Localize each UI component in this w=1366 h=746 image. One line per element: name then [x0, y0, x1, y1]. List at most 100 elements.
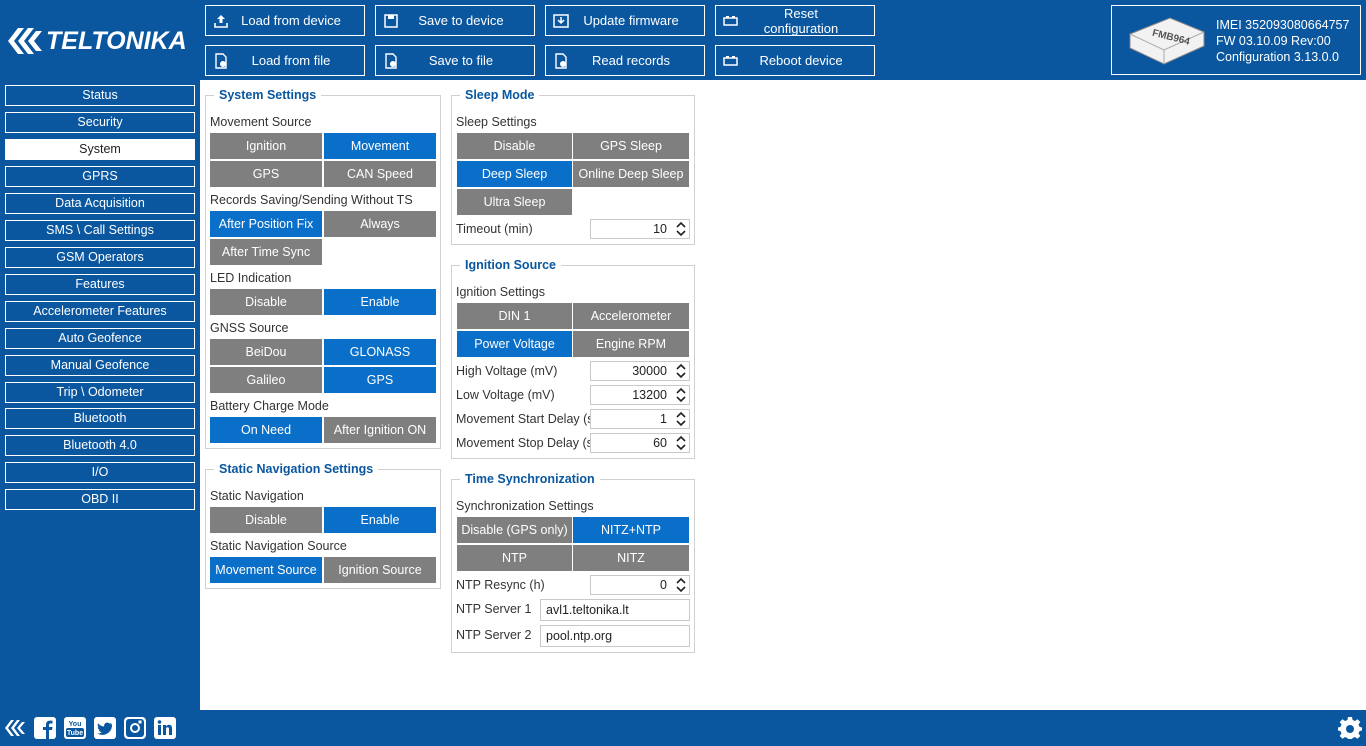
twitter-icon[interactable] [93, 716, 117, 740]
spinner-arrows-icon[interactable] [676, 221, 686, 237]
save-to-device-button[interactable]: Save to device [375, 5, 535, 36]
sidebar-item-manual-geofence[interactable]: Manual Geofence [5, 355, 195, 376]
static-nav-ignition-source[interactable]: Ignition Source [324, 557, 436, 583]
ignition-power-voltage[interactable]: Power Voltage [457, 331, 572, 357]
reset-configuration-button[interactable]: Reset configuration [715, 5, 875, 36]
spinner-arrows-icon[interactable] [676, 411, 686, 427]
save-to-file-button[interactable]: Save to file [375, 45, 535, 76]
high-voltage-spinbox[interactable]: 30000 [590, 361, 690, 381]
spinner-arrows-icon[interactable] [676, 577, 686, 593]
movement-start-delay-spinbox[interactable]: 1 [590, 409, 690, 429]
device-info-panel: FMB964 IMEI 352093080664757 FW 03.10.09 … [1111, 5, 1361, 75]
sidebar-item-auto-geofence[interactable]: Auto Geofence [5, 328, 195, 349]
reboot-device-button[interactable]: Reboot device [715, 45, 875, 76]
update-firmware-button[interactable]: Update firmware [545, 5, 705, 36]
gnss-galileo[interactable]: Galileo [210, 367, 322, 393]
movement-source-movement[interactable]: Movement [324, 133, 436, 159]
sidebar-item-system[interactable]: System [5, 139, 195, 160]
sidebar-item-obd-ii[interactable]: OBD II [5, 489, 195, 510]
ntp-resync-value: 0 [660, 578, 667, 592]
gnss-gps[interactable]: GPS [324, 367, 436, 393]
battery-icon [716, 15, 746, 27]
low-voltage-spinbox[interactable]: 13200 [590, 385, 690, 405]
settings-gear-icon[interactable] [1338, 716, 1362, 740]
system-settings-title: System Settings [214, 88, 322, 102]
sidebar-item-sms-call-settings[interactable]: SMS \ Call Settings [5, 220, 195, 241]
spinner-arrows-icon[interactable] [676, 435, 686, 451]
load-from-device-button[interactable]: Load from device [205, 5, 365, 36]
sleep-gps-sleep[interactable]: GPS Sleep [573, 133, 689, 159]
movement-source-can-speed[interactable]: CAN Speed [324, 161, 436, 187]
led-enable[interactable]: Enable [324, 289, 436, 315]
sync-nitz[interactable]: NITZ [573, 545, 689, 571]
static-navigation-title: Static Navigation Settings [214, 462, 379, 476]
movement-source-ignition[interactable]: Ignition [210, 133, 322, 159]
ignition-din1[interactable]: DIN 1 [457, 303, 572, 329]
ntp-resync-spinbox[interactable]: 0 [590, 575, 690, 595]
records-after-position-fix[interactable]: After Position Fix [210, 211, 322, 237]
load-from-file-button[interactable]: Load from file [205, 45, 365, 76]
sidebar-item-gsm-operators[interactable]: GSM Operators [5, 247, 195, 268]
sleep-settings-label: Sleep Settings [456, 115, 537, 129]
battery-icon [716, 55, 746, 67]
sidebar-item-io[interactable]: I/O [5, 462, 195, 483]
ignition-accelerometer[interactable]: Accelerometer [573, 303, 689, 329]
ignition-source-group: Ignition Source Ignition Settings DIN 1 … [451, 258, 695, 459]
ignition-settings-label: Ignition Settings [456, 285, 545, 299]
read-records-button[interactable]: Read records [545, 45, 705, 76]
spinner-arrows-icon[interactable] [676, 387, 686, 403]
records-after-time-sync[interactable]: After Time Sync [210, 239, 322, 265]
sleep-deep-sleep[interactable]: Deep Sleep [457, 161, 572, 187]
synchronization-settings-label: Synchronization Settings [456, 499, 594, 513]
sidebar-item-accelerometer-features[interactable]: Accelerometer Features [5, 301, 195, 322]
sync-ntp[interactable]: NTP [457, 545, 572, 571]
sidebar-item-trip-odometer[interactable]: Trip \ Odometer [5, 382, 195, 403]
led-disable[interactable]: Disable [210, 289, 322, 315]
facebook-icon[interactable] [33, 716, 57, 740]
sidebar-item-security[interactable]: Security [5, 112, 195, 133]
sync-disable-gps-only[interactable]: Disable (GPS only) [457, 517, 572, 543]
device-image: FMB964 [1129, 17, 1205, 65]
sidebar-item-bluetooth[interactable]: Bluetooth [5, 408, 195, 429]
high-voltage-value: 30000 [632, 364, 667, 378]
teltonika-logo-icon [8, 28, 42, 54]
spinner-arrows-icon[interactable] [676, 363, 686, 379]
sleep-disable[interactable]: Disable [457, 133, 572, 159]
high-voltage-label: High Voltage (mV) [456, 364, 558, 378]
gnss-glonass[interactable]: GLONASS [324, 339, 436, 365]
timeout-spinbox[interactable]: 10 [590, 219, 690, 239]
youtube-icon[interactable]: You Tube [63, 716, 87, 740]
ntp-server-2-label: NTP Server 2 [456, 628, 532, 642]
led-indication-label: LED Indication [210, 271, 292, 285]
file-check-icon [376, 52, 406, 69]
gnss-beidou[interactable]: BeiDou [210, 339, 322, 365]
sidebar-item-data-acquisition[interactable]: Data Acquisition [5, 193, 195, 214]
sidebar-item-status[interactable]: Status [5, 85, 195, 106]
low-voltage-label: Low Voltage (mV) [456, 388, 555, 402]
linkedin-icon[interactable] [153, 716, 177, 740]
records-always[interactable]: Always [324, 211, 436, 237]
battery-charge-mode-label: Battery Charge Mode [210, 399, 329, 413]
sync-nitz-ntp[interactable]: NITZ+NTP [573, 517, 689, 543]
battery-after-ignition-on[interactable]: After Ignition ON [324, 417, 436, 443]
movement-stop-delay-spinbox[interactable]: 60 [590, 433, 690, 453]
static-nav-movement-source[interactable]: Movement Source [210, 557, 322, 583]
ignition-engine-rpm[interactable]: Engine RPM [573, 331, 689, 357]
ntp-server-2-input[interactable]: pool.ntp.org [540, 625, 690, 647]
sleep-mode-group: Sleep Mode Sleep Settings Disable GPS Sl… [451, 88, 695, 245]
static-nav-disable[interactable]: Disable [210, 507, 322, 533]
sleep-online-deep-sleep[interactable]: Online Deep Sleep [573, 161, 689, 187]
sidebar-item-bluetooth-4[interactable]: Bluetooth 4.0 [5, 435, 195, 456]
movement-source-label: Movement Source [210, 115, 312, 129]
sidebar-item-features[interactable]: Features [5, 274, 195, 295]
instagram-icon[interactable] [123, 716, 147, 740]
ntp-server-1-input[interactable]: avl1.teltonika.lt [540, 599, 690, 621]
teltonika-icon[interactable] [4, 716, 28, 740]
sidebar-item-gprs[interactable]: GPRS [5, 166, 195, 187]
movement-source-gps[interactable]: GPS [210, 161, 322, 187]
static-nav-enable[interactable]: Enable [324, 507, 436, 533]
sleep-mode-title: Sleep Mode [460, 88, 540, 102]
battery-on-need[interactable]: On Need [210, 417, 322, 443]
sleep-ultra-sleep[interactable]: Ultra Sleep [457, 189, 572, 215]
movement-start-delay-label: Movement Start Delay (s) [456, 412, 598, 426]
